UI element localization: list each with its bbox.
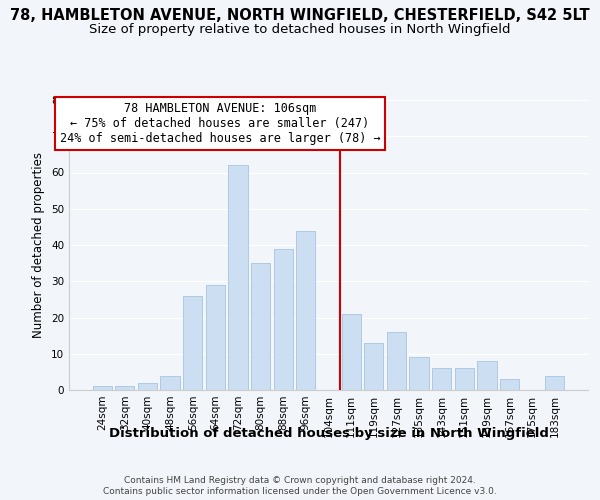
Bar: [115, 386, 134, 390]
Text: 78, HAMBLETON AVENUE, NORTH WINGFIELD, CHESTERFIELD, S42 5LT: 78, HAMBLETON AVENUE, NORTH WINGFIELD, C…: [10, 8, 590, 22]
Bar: [160, 376, 180, 390]
Bar: [296, 230, 316, 390]
Bar: [387, 332, 406, 390]
Y-axis label: Number of detached properties: Number of detached properties: [32, 152, 46, 338]
Bar: [455, 368, 474, 390]
Text: Size of property relative to detached houses in North Wingfield: Size of property relative to detached ho…: [89, 22, 511, 36]
Bar: [183, 296, 202, 390]
Bar: [341, 314, 361, 390]
Text: 78 HAMBLETON AVENUE: 106sqm
← 75% of detached houses are smaller (247)
24% of se: 78 HAMBLETON AVENUE: 106sqm ← 75% of det…: [59, 102, 380, 145]
Bar: [138, 383, 157, 390]
Bar: [409, 358, 428, 390]
Bar: [364, 343, 383, 390]
Text: Distribution of detached houses by size in North Wingfield: Distribution of detached houses by size …: [109, 428, 549, 440]
Bar: [92, 386, 112, 390]
Bar: [274, 248, 293, 390]
Bar: [229, 165, 248, 390]
Bar: [432, 368, 451, 390]
Bar: [500, 379, 519, 390]
Text: Contains public sector information licensed under the Open Government Licence v3: Contains public sector information licen…: [103, 488, 497, 496]
Bar: [206, 285, 225, 390]
Bar: [545, 376, 565, 390]
Bar: [477, 361, 497, 390]
Text: Contains HM Land Registry data © Crown copyright and database right 2024.: Contains HM Land Registry data © Crown c…: [124, 476, 476, 485]
Bar: [251, 263, 270, 390]
